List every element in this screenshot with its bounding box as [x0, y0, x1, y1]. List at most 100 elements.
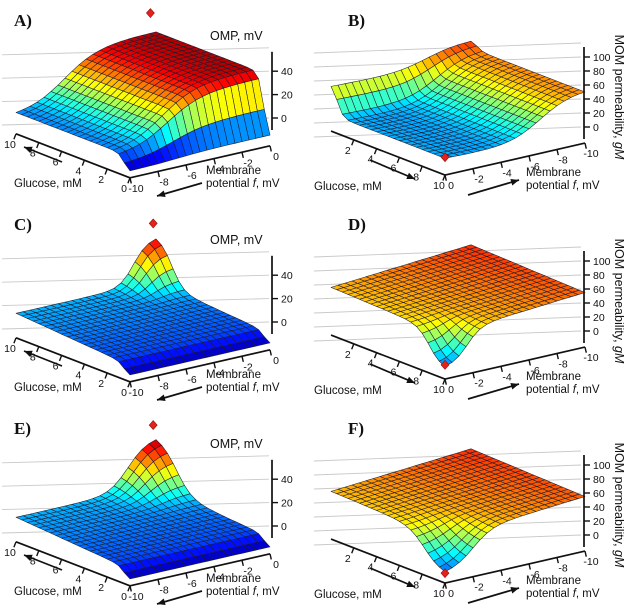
panel-letter: A): [14, 11, 32, 30]
membrane-tick-label: -2: [474, 378, 483, 390]
membrane-direction-arrow: [156, 182, 203, 198]
membrane-tick-label: -10: [128, 183, 143, 195]
z-tick-label: 20: [281, 497, 293, 509]
glucose-tick-label: 8: [30, 352, 36, 364]
membrane-tick-label: -6: [187, 170, 196, 182]
z-tick-label: 40: [281, 270, 293, 282]
surface-mesh: [330, 448, 586, 573]
panel-letter: B): [348, 11, 365, 30]
membrane-axis-label-2: potential f, mV: [526, 588, 600, 600]
membrane-axis-label-2: potential f, mV: [206, 178, 280, 190]
z-tick-label: 80: [593, 474, 605, 486]
glucose-tick-label: 10: [4, 547, 16, 559]
panel-letter: F): [348, 419, 364, 438]
operating-point-marker: [440, 152, 450, 163]
membrane-tick-label: 0: [273, 559, 279, 571]
z-axis-label: MOM permeability, gM: [612, 239, 624, 364]
z-tick-label: 80: [593, 66, 605, 78]
z-axis-label: MOM permeability, gM: [612, 443, 624, 568]
z-tick-label: 40: [593, 94, 605, 106]
z-axis: 0 20 40: [271, 51, 293, 130]
glucose-tick-label: 10: [433, 180, 445, 192]
membrane-axis: 0 -2 -4 -6 -8 -10: [444, 142, 599, 192]
membrane-axis: 0 -2 -4 -6 -8 -10: [444, 550, 599, 600]
z-tick-label: 60: [593, 80, 605, 92]
glucose-tick-label: 10: [4, 343, 16, 355]
panel-A: 0 2 4 6 8 10 0 -2 -4 -6 -8 -10 0 20 40 OMP, mV Glucose, …: [0, 0, 312, 204]
z-tick-label: 60: [593, 488, 605, 500]
glucose-tick-label: 10: [433, 384, 445, 396]
membrane-tick-label: -4: [502, 371, 511, 383]
membrane-tick-label: -8: [558, 155, 567, 167]
glucose-tick-label: 0: [121, 591, 127, 603]
glucose-axis-label: Glucose, mM: [314, 385, 382, 397]
glucose-tick-label: 10: [4, 139, 16, 151]
membrane-tick-label: 0: [273, 355, 279, 367]
membrane-tick-label: -6: [530, 365, 539, 377]
membrane-tick-label: -10: [583, 352, 598, 364]
z-tick-label: 20: [593, 312, 605, 324]
membrane-tick-label: 0: [273, 151, 279, 163]
glucose-tick-label: 4: [75, 573, 81, 585]
panel-letter: E): [14, 419, 31, 438]
membrane-direction-arrow: [156, 386, 203, 402]
z-tick-label: 20: [593, 108, 605, 120]
membrane-tick-label: -4: [215, 572, 224, 584]
membrane-direction-arrow: [467, 382, 520, 400]
membrane-tick-label: 0: [448, 588, 454, 600]
membrane-direction-arrow: [156, 590, 203, 606]
z-axis-label: OMP, mV: [210, 29, 263, 43]
glucose-tick-label: 2: [98, 582, 104, 594]
glucose-tick-label: 8: [30, 556, 36, 568]
glucose-axis-label: Glucose, mM: [14, 178, 82, 190]
z-tick-label: 40: [281, 66, 293, 78]
membrane-axis-label: Membrane: [206, 165, 261, 177]
z-tick-label: 100: [593, 256, 611, 268]
z-tick-label: 0: [593, 530, 599, 542]
membrane-tick-label: -2: [474, 582, 483, 594]
panel-letter: D): [348, 215, 366, 234]
membrane-axis: 0 -2 -4 -6 -8 -10: [444, 346, 599, 396]
membrane-tick-label: -10: [583, 556, 598, 568]
surface-mesh: [15, 31, 271, 172]
membrane-tick-label: -6: [530, 161, 539, 173]
z-tick-label: 100: [593, 52, 611, 64]
glucose-tick-label: 2: [98, 174, 104, 186]
membrane-tick-label: -2: [474, 174, 483, 186]
glucose-tick-label: 6: [53, 156, 59, 168]
glucose-tick-label: 4: [75, 369, 81, 381]
membrane-tick-label: -8: [159, 176, 168, 188]
glucose-tick-label: 0: [121, 183, 127, 195]
z-tick-label: 0: [281, 317, 287, 329]
membrane-axis-label-2: potential f, mV: [206, 382, 280, 394]
membrane-tick-label: -4: [502, 167, 511, 179]
glucose-tick-label: 8: [413, 579, 419, 591]
operating-point-marker: [440, 568, 450, 579]
panel-C: 0 2 4 6 8 10 0 -2 -4 -6 -8 -10 0 20 40 OMP, mV Glucose, …: [0, 204, 312, 408]
membrane-tick-label: -2: [243, 565, 252, 577]
glucose-tick-label: 6: [53, 360, 59, 372]
glucose-direction-arrow: [23, 554, 63, 571]
panel-letter: C): [14, 215, 32, 234]
membrane-tick-label: -4: [215, 368, 224, 380]
z-tick-label: 80: [593, 270, 605, 282]
z-tick-label: 0: [593, 326, 599, 338]
z-axis: 0 20 40 60 80 100: [583, 47, 611, 139]
glucose-direction-arrow: [369, 159, 416, 180]
surface-mesh: [15, 439, 271, 580]
operating-point-marker: [145, 8, 155, 18]
membrane-axis-label: Membrane: [206, 369, 261, 381]
membrane-axis-label: Membrane: [206, 573, 261, 585]
glucose-direction-arrow: [369, 363, 416, 384]
glucose-tick-label: 10: [433, 588, 445, 600]
z-tick-label: 40: [593, 298, 605, 310]
membrane-tick-label: -8: [159, 584, 168, 596]
membrane-tick-label: -4: [502, 575, 511, 587]
membrane-tick-label: -8: [558, 359, 567, 371]
